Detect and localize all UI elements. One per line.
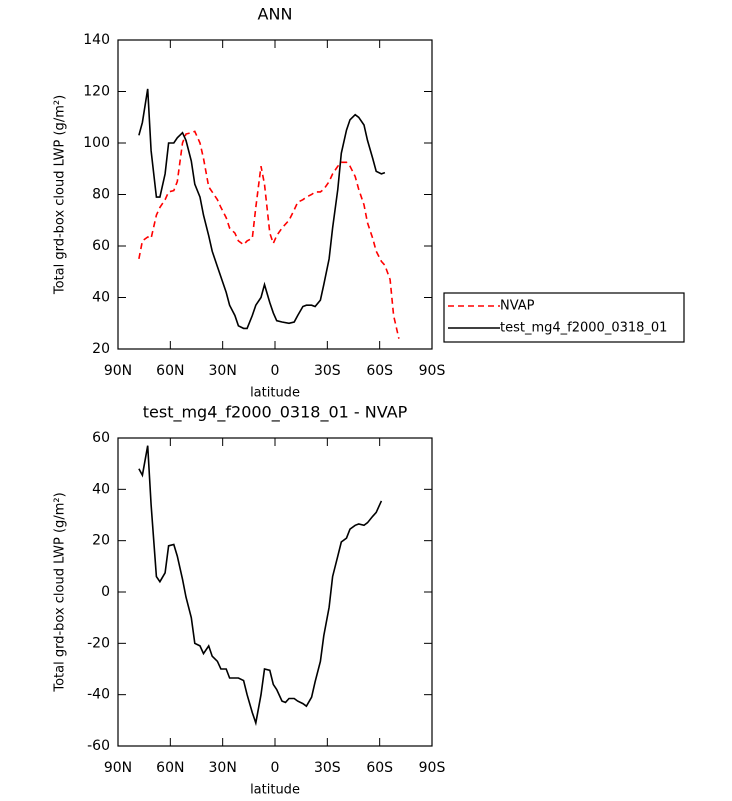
- y-tick-label: 40: [92, 481, 110, 497]
- data-line: [138, 88, 386, 330]
- legend-label: test_mg4_f2000_0318_01: [500, 321, 667, 336]
- x-axis-label: latitude: [250, 783, 300, 798]
- y-axis-label: Total grd-box cloud LWP (g/m²): [53, 95, 68, 295]
- chart-title: test_mg4_f2000_0318_01 - NVAP: [143, 403, 408, 423]
- y-tick-label: 20: [92, 341, 110, 357]
- data-line: [138, 445, 383, 727]
- plot-frame: [117, 437, 433, 747]
- x-tick-label: 30N: [209, 363, 237, 379]
- y-tick-label: 0: [101, 584, 110, 600]
- data-line: [138, 130, 400, 339]
- x-tick-label: 90S: [419, 760, 446, 776]
- y-axis-label: Total grd-box cloud LWP (g/m²): [53, 492, 68, 692]
- x-tick-label: 30S: [314, 363, 341, 379]
- y-tick-label: 60: [92, 430, 110, 446]
- y-tick-label: -40: [87, 687, 110, 703]
- x-tick-label: 90N: [104, 363, 132, 379]
- legend-label: NVAP: [500, 299, 535, 314]
- x-tick-label: 60S: [366, 760, 393, 776]
- x-tick-label: 90N: [104, 760, 132, 776]
- y-tick-label: 60: [92, 238, 110, 254]
- legend-box: [443, 292, 685, 343]
- x-tick-label: 60N: [156, 760, 184, 776]
- chart-title: ANN: [258, 5, 293, 24]
- y-tick-label: 40: [92, 290, 110, 306]
- y-tick-label: 100: [83, 135, 110, 151]
- y-tick-label: -20: [87, 635, 110, 651]
- x-axis-label: latitude: [250, 386, 300, 401]
- y-tick-label: 140: [83, 32, 110, 48]
- x-tick-label: 90S: [419, 363, 446, 379]
- y-tick-label: 80: [92, 187, 110, 203]
- x-tick-label: 0: [271, 363, 280, 379]
- plot-frame: [117, 39, 433, 350]
- x-tick-label: 30N: [209, 760, 237, 776]
- x-tick-label: 60S: [366, 363, 393, 379]
- y-tick-label: 20: [92, 533, 110, 549]
- x-tick-label: 0: [271, 760, 280, 776]
- x-tick-label: 30S: [314, 760, 341, 776]
- y-tick-label: 120: [83, 84, 110, 100]
- x-tick-label: 60N: [156, 363, 184, 379]
- y-tick-label: -60: [87, 738, 110, 754]
